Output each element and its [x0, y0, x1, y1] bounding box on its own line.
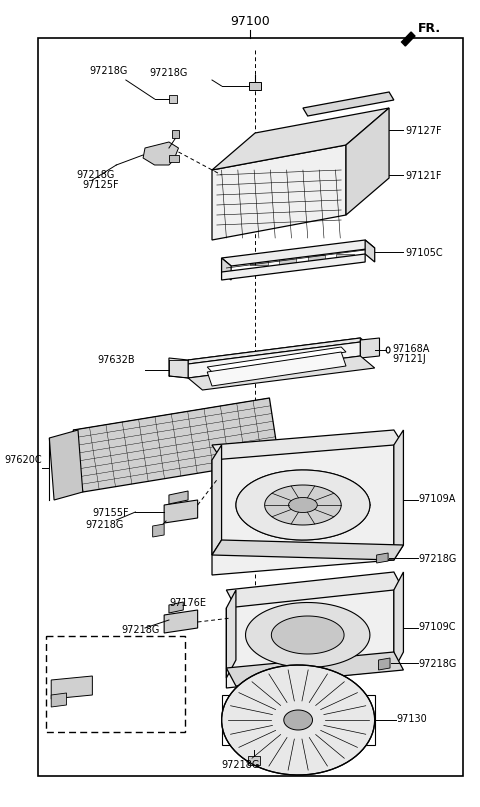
Polygon shape: [212, 445, 222, 555]
Polygon shape: [227, 652, 403, 686]
Text: 97168A: 97168A: [392, 344, 429, 354]
Text: 97218G: 97218G: [76, 170, 114, 180]
Text: (MANUAL AIR CON): (MANUAL AIR CON): [51, 640, 137, 649]
Polygon shape: [222, 240, 375, 266]
Text: 97218G: 97218G: [89, 66, 128, 76]
Polygon shape: [264, 485, 341, 525]
Polygon shape: [212, 430, 403, 460]
Text: 97100: 97100: [230, 15, 270, 28]
Polygon shape: [271, 616, 344, 654]
Text: 97218G: 97218G: [419, 659, 457, 669]
Polygon shape: [249, 82, 261, 90]
Polygon shape: [401, 32, 415, 46]
Polygon shape: [169, 95, 177, 103]
Text: 97176E: 97176E: [169, 598, 206, 608]
Polygon shape: [377, 553, 388, 563]
Polygon shape: [379, 658, 390, 670]
Text: 97109C: 97109C: [419, 622, 456, 632]
Text: 97130: 97130: [397, 714, 428, 724]
Polygon shape: [73, 398, 279, 492]
Polygon shape: [188, 356, 375, 390]
Polygon shape: [49, 430, 83, 500]
Text: 97155F: 97155F: [92, 508, 129, 518]
Text: 97218G: 97218G: [121, 625, 159, 635]
Polygon shape: [164, 610, 198, 633]
Bar: [250, 257, 267, 265]
Polygon shape: [207, 347, 346, 372]
Polygon shape: [169, 155, 179, 162]
Polygon shape: [188, 338, 360, 364]
Polygon shape: [212, 145, 346, 240]
Text: 97218G: 97218G: [85, 520, 124, 530]
Polygon shape: [164, 500, 198, 523]
Polygon shape: [288, 497, 317, 512]
Text: 97218G: 97218G: [150, 68, 188, 78]
Text: 97620C: 97620C: [4, 455, 42, 465]
Bar: [308, 255, 325, 263]
Polygon shape: [188, 342, 360, 378]
Polygon shape: [222, 665, 375, 775]
Polygon shape: [51, 693, 67, 707]
Text: 97121J: 97121J: [392, 354, 426, 364]
Polygon shape: [212, 540, 403, 560]
Polygon shape: [153, 524, 164, 537]
Polygon shape: [246, 603, 370, 667]
Polygon shape: [212, 108, 389, 170]
Text: 97218G: 97218G: [419, 554, 457, 564]
Polygon shape: [365, 240, 375, 262]
Text: 97109A: 97109A: [419, 494, 456, 504]
Text: 97113B: 97113B: [51, 653, 86, 662]
Bar: [336, 254, 354, 262]
Polygon shape: [346, 108, 389, 215]
Polygon shape: [172, 130, 179, 138]
Polygon shape: [222, 258, 231, 280]
Polygon shape: [236, 470, 370, 540]
Text: 97125F: 97125F: [83, 180, 120, 190]
Polygon shape: [227, 590, 394, 688]
Polygon shape: [222, 254, 365, 280]
Polygon shape: [227, 590, 236, 678]
Polygon shape: [212, 445, 394, 575]
Polygon shape: [394, 430, 403, 560]
Text: 97121F: 97121F: [405, 171, 442, 181]
Polygon shape: [169, 491, 188, 504]
Bar: [47, 636, 185, 732]
Polygon shape: [188, 338, 375, 372]
Polygon shape: [394, 572, 403, 670]
Text: 97127F: 97127F: [405, 126, 442, 136]
Polygon shape: [303, 92, 394, 116]
Polygon shape: [284, 710, 312, 730]
Polygon shape: [248, 756, 260, 765]
Polygon shape: [227, 572, 403, 608]
Polygon shape: [360, 338, 380, 358]
Text: FR.: FR.: [418, 22, 441, 35]
Polygon shape: [169, 358, 188, 378]
Polygon shape: [207, 352, 346, 386]
Bar: [279, 256, 296, 264]
Text: 97105C: 97105C: [405, 248, 443, 258]
Polygon shape: [143, 142, 179, 165]
Polygon shape: [169, 602, 183, 613]
Text: 97632B: 97632B: [97, 355, 135, 365]
Text: 97218G: 97218G: [222, 760, 260, 770]
Polygon shape: [51, 676, 92, 699]
